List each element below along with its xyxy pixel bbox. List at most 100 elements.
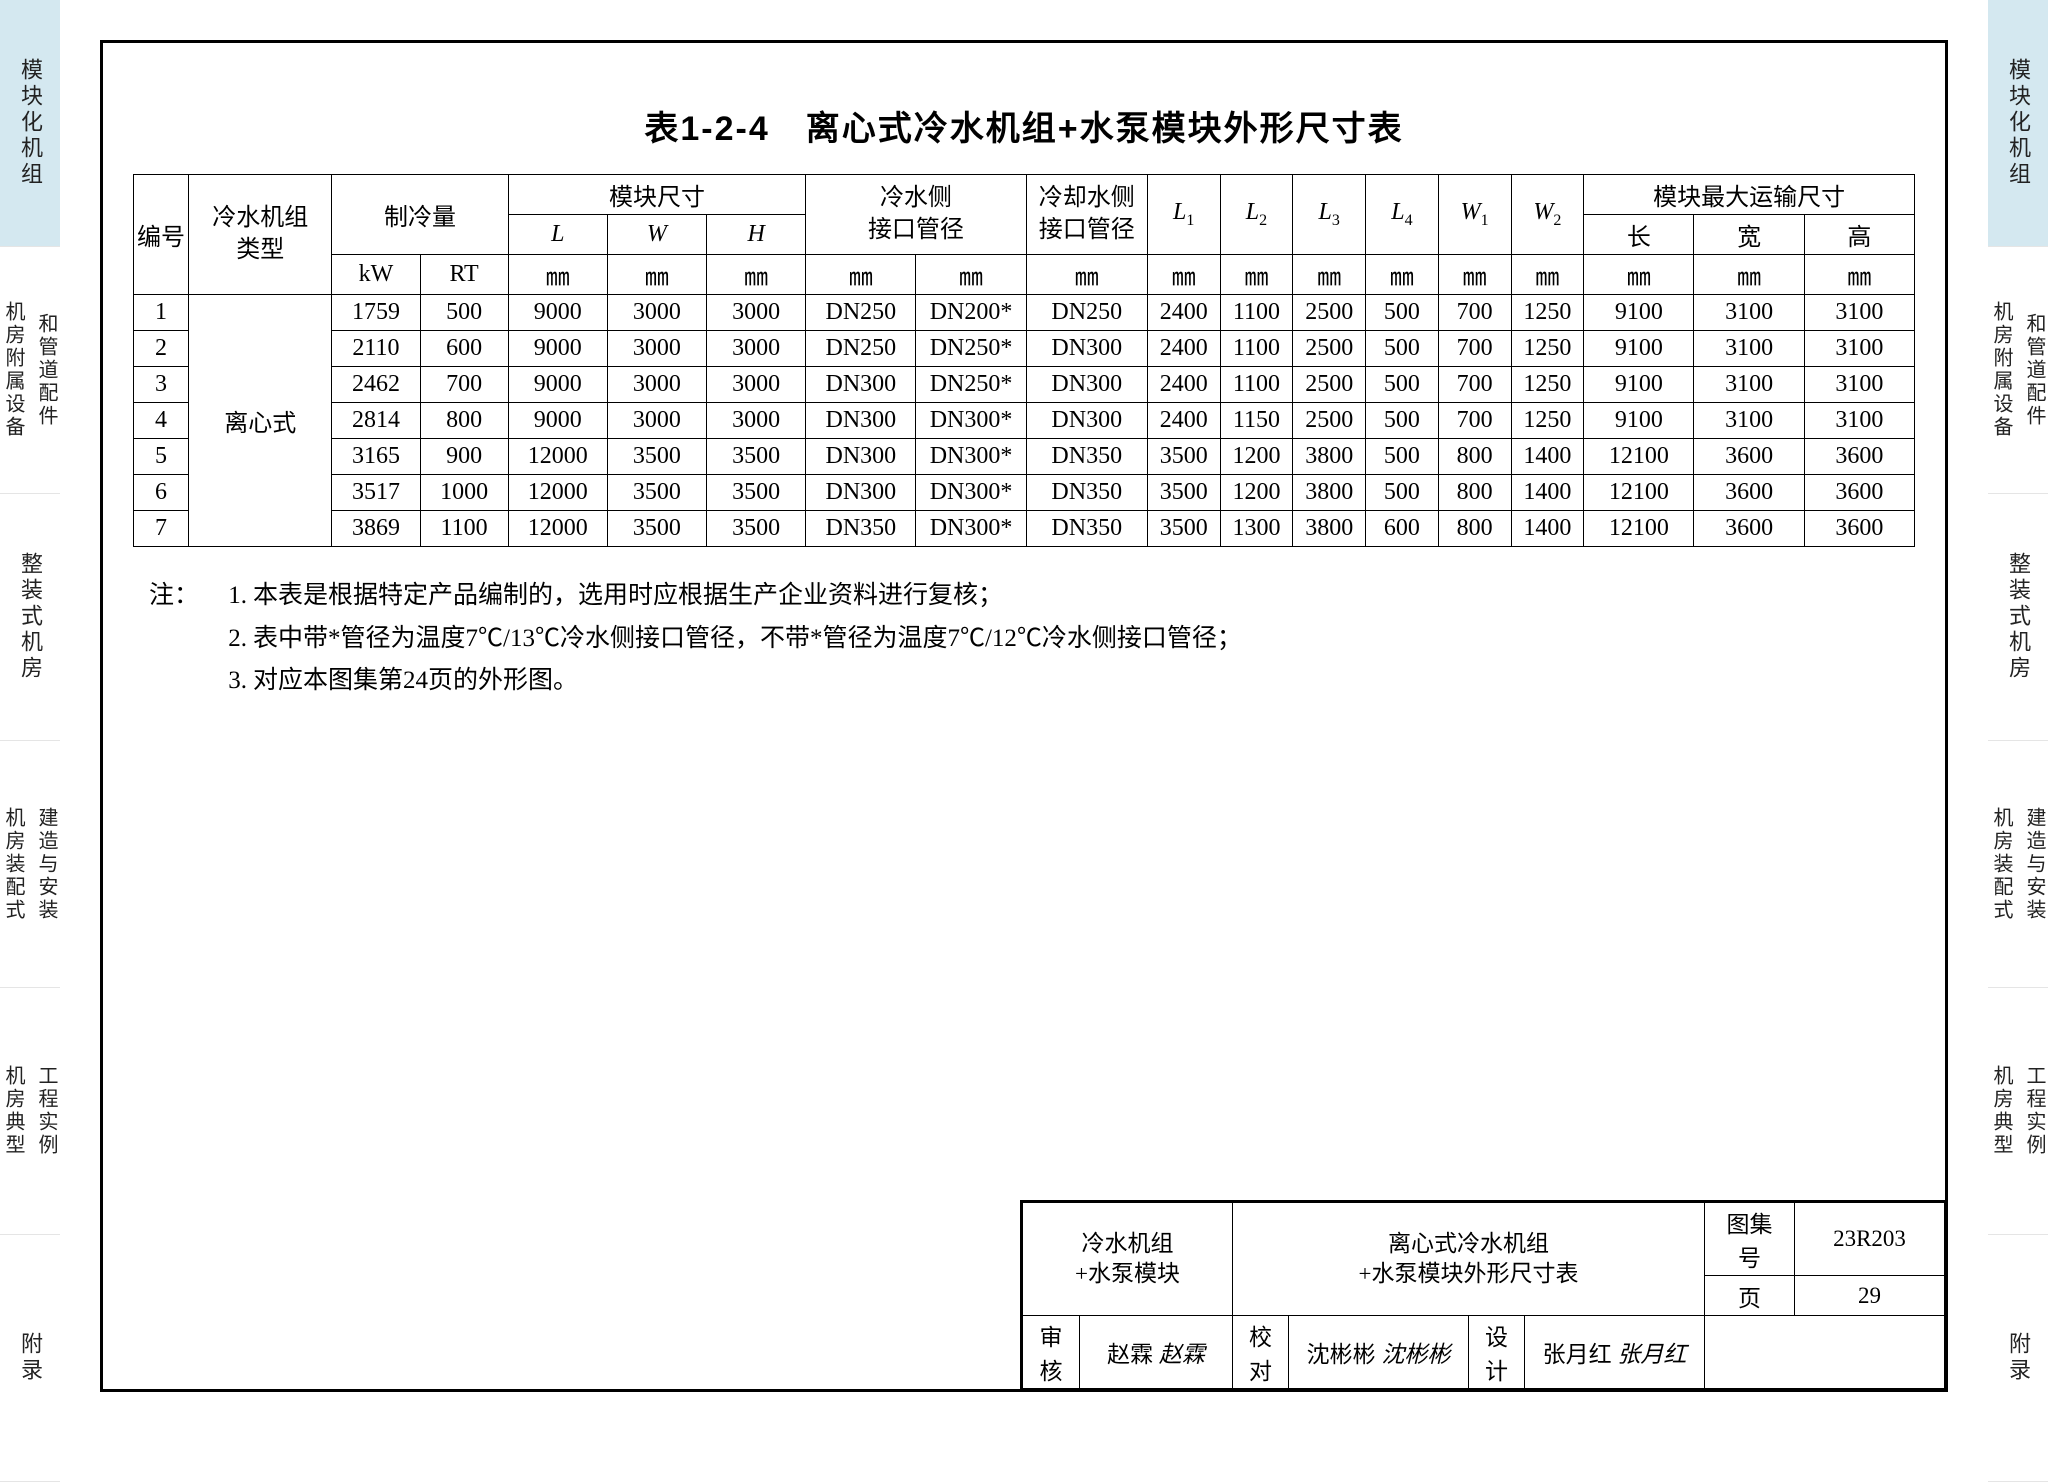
cell-RT: 500 [420,295,508,331]
cell-L: 9000 [508,403,607,439]
note-line: 注：1.本表是根据特定产品编制的，选用时应根据生产企业资料进行复核； [149,575,1915,618]
cell-L3: 2500 [1293,331,1366,367]
th-unit-0: ㎜ [508,255,607,295]
cell-L1: 2400 [1147,295,1220,331]
cell-cool: DN350 [1026,439,1147,475]
design-signature: 张月红 [1617,1342,1686,1367]
cell-W1: 800 [1438,439,1511,475]
table-row: 42814800900030003000DN300DN300*DN3002400… [134,403,1915,439]
cell-cw2: DN250* [916,331,1026,367]
cell-TL: 9100 [1584,403,1694,439]
cell-TH: 3600 [1804,511,1914,547]
cell-L3: 3800 [1293,439,1366,475]
cell-W: 3000 [607,295,706,331]
drawing-frame: 表1-2-4 离心式冷水机组+水泵模块外形尺寸表 编号 冷水机组类型 制冷量 模… [100,40,1948,1392]
review-label: 审核 [1023,1316,1080,1389]
th-W2: W2 [1511,175,1584,255]
th-unit-7: ㎜ [1220,255,1293,295]
cell-W1: 800 [1438,475,1511,511]
cell-W1: 700 [1438,367,1511,403]
cell-L4: 500 [1366,439,1439,475]
design-label: 设计 [1469,1316,1525,1389]
cell-L2: 1200 [1220,475,1293,511]
cell-W: 3500 [607,475,706,511]
th-L2: L2 [1220,175,1293,255]
cell-L2: 1200 [1220,439,1293,475]
cell-cool: DN250 [1026,295,1147,331]
table-row: 7386911001200035003500DN350DN300*DN35035… [134,511,1915,547]
cell-L3: 3800 [1293,511,1366,547]
cell-no: 5 [134,439,189,475]
design-name: 张月红 [1543,1342,1612,1367]
cell-cool: DN350 [1026,511,1147,547]
cell-cw2: DN300* [916,403,1026,439]
side-tab-1[interactable]: 机房附属设备和管道配件 [1988,247,2048,494]
cell-L: 12000 [508,475,607,511]
side-tab-2[interactable]: 整装式机房 [0,494,60,741]
th-L3: L3 [1293,175,1366,255]
cell-cw1: DN250 [806,331,916,367]
cell-cw2: DN250* [916,367,1026,403]
th-unit-11: ㎜ [1511,255,1584,295]
cell-TW: 3100 [1694,331,1804,367]
cell-W2: 1250 [1511,403,1584,439]
side-tab-4[interactable]: 机房典型工程实例 [0,988,60,1235]
th-W1: W1 [1438,175,1511,255]
cell-L2: 1100 [1220,367,1293,403]
cell-W2: 1400 [1511,439,1584,475]
cell-TL: 12100 [1584,475,1694,511]
cell-kW: 1759 [332,295,420,331]
cell-RT: 800 [420,403,508,439]
side-tab-3[interactable]: 机房装配式建造与安装 [0,741,60,988]
cell-RT: 900 [420,439,508,475]
cell-L1: 3500 [1147,475,1220,511]
cell-L3: 2500 [1293,367,1366,403]
cell-cw1: DN300 [806,439,916,475]
cell-cool: DN300 [1026,367,1147,403]
th-unit-1: ㎜ [607,255,706,295]
cell-TL: 9100 [1584,295,1694,331]
cell-no: 2 [134,331,189,367]
cell-no: 3 [134,367,189,403]
cell-L4: 600 [1366,511,1439,547]
th-H: H [707,215,806,255]
cell-W2: 1250 [1511,331,1584,367]
th-cooling: 制冷量 [332,175,508,255]
cell-kW: 2814 [332,403,420,439]
th-no: 编号 [134,175,189,295]
cell-W2: 1250 [1511,295,1584,331]
cell-L2: 1150 [1220,403,1293,439]
cell-W2: 1250 [1511,367,1584,403]
side-tab-0[interactable]: 模块化机组 [0,0,60,247]
cell-TW: 3600 [1694,511,1804,547]
cell-cool: DN350 [1026,475,1147,511]
side-tab-2[interactable]: 整装式机房 [1988,494,2048,741]
title-block-center-bottom: +水泵模块外形尺寸表 [1245,1259,1692,1289]
left-side-tabs: 模块化机组机房附属设备和管道配件整装式机房机房装配式建造与安装机房典型工程实例附… [0,0,60,1482]
side-tab-3[interactable]: 机房装配式建造与安装 [1988,741,2048,988]
catalog-value: 23R203 [1795,1203,1945,1276]
side-tab-1[interactable]: 机房附属设备和管道配件 [0,247,60,494]
cell-TH: 3600 [1804,439,1914,475]
side-tab-5[interactable]: 附录 [0,1235,60,1482]
table-row: 32462700900030003000DN300DN250*DN3002400… [134,367,1915,403]
th-thh: 高 [1804,215,1914,255]
cell-L4: 500 [1366,331,1439,367]
table-row: 531659001200035003500DN300DN300*DN350350… [134,439,1915,475]
right-side-tabs: 模块化机组机房附属设备和管道配件整装式机房机房装配式建造与安装机房典型工程实例附… [1988,0,2048,1482]
catalog-label: 图集号 [1705,1203,1795,1276]
check-signature: 沈彬彬 [1381,1342,1450,1367]
side-tab-4[interactable]: 机房典型工程实例 [1988,988,2048,1235]
cell-W: 3000 [607,403,706,439]
cell-TW: 3600 [1694,439,1804,475]
cell-cw1: DN350 [806,511,916,547]
cell-cw1: DN250 [806,295,916,331]
cell-H: 3500 [707,511,806,547]
cell-cw1: DN300 [806,475,916,511]
cell-H: 3000 [707,295,806,331]
cell-L2: 1300 [1220,511,1293,547]
cell-TH: 3600 [1804,475,1914,511]
side-tab-5[interactable]: 附录 [1988,1235,2048,1482]
cell-kW: 3165 [332,439,420,475]
side-tab-0[interactable]: 模块化机组 [1988,0,2048,247]
